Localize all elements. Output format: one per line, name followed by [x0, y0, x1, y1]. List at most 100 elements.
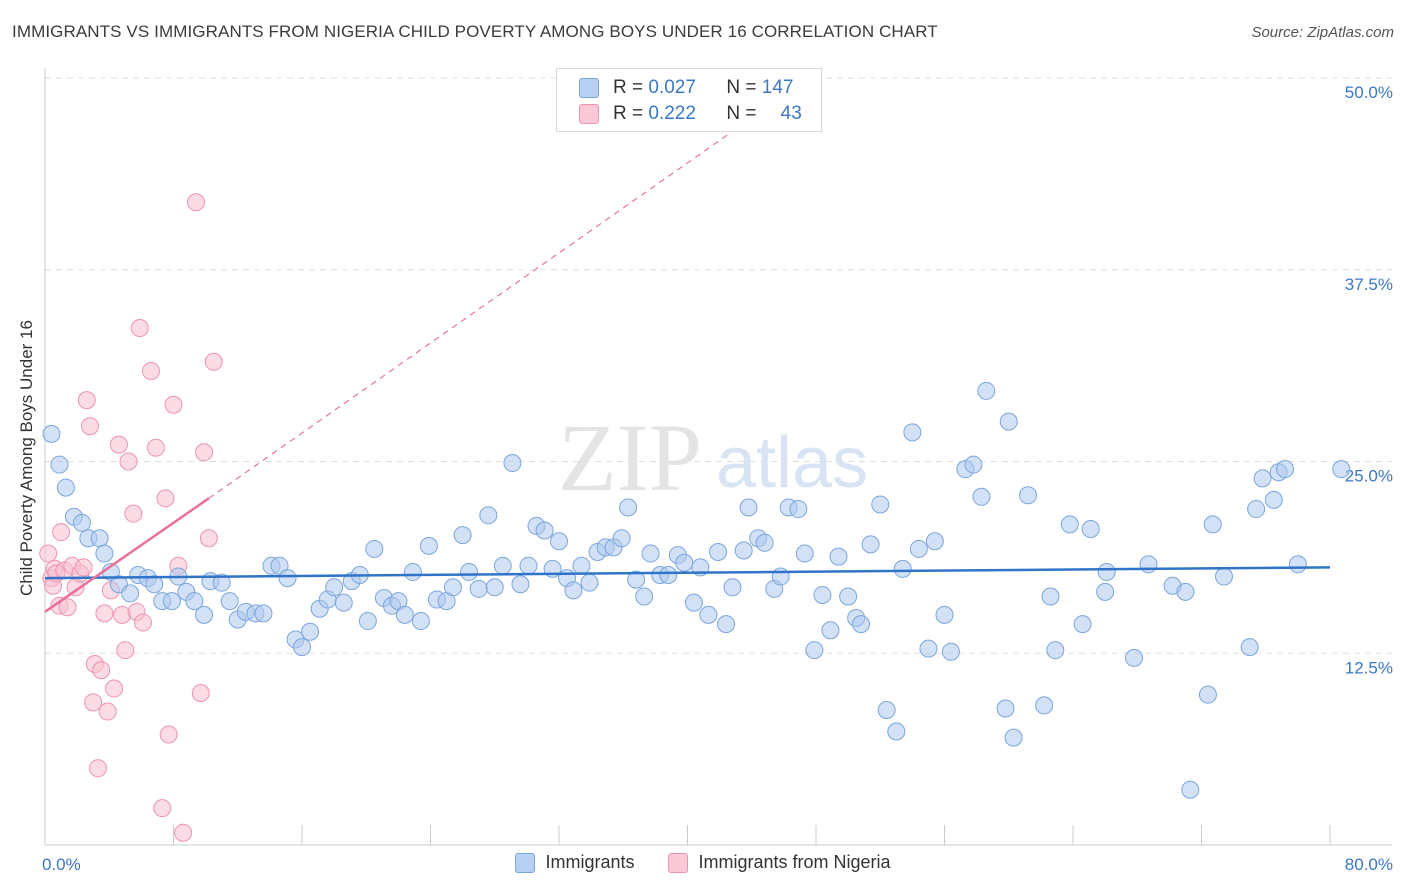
immigrants-point	[1264, 490, 1283, 509]
nigeria-point	[195, 443, 214, 462]
immigrants-point	[503, 454, 522, 473]
immigrants-point	[212, 573, 231, 592]
legend-entry-immigrants[interactable]: Immigrants	[515, 852, 634, 873]
immigrants-point	[550, 532, 568, 551]
nigeria-point	[164, 395, 183, 414]
source-label: Source: ZipAtlas.com	[1251, 24, 1394, 41]
nigeria-point	[95, 604, 114, 623]
immigrants-point	[511, 575, 530, 594]
immigrants-point	[821, 621, 840, 640]
immigrants-point	[1181, 780, 1200, 799]
nigeria-point	[191, 684, 210, 703]
immigrants-point	[641, 544, 660, 563]
nigeria-point	[105, 679, 124, 698]
nigeria-point	[84, 693, 103, 712]
nigeria-point	[146, 438, 165, 457]
immigrants-point	[469, 579, 488, 598]
immigrants-point	[185, 592, 204, 611]
immigrants-point	[877, 701, 896, 720]
immigrants-point	[121, 584, 140, 603]
immigrants-point	[453, 526, 472, 545]
immigrants-point	[1203, 515, 1222, 534]
immigrants-point	[1276, 460, 1295, 479]
y-tick-label: 37.5%	[1345, 275, 1393, 294]
immigrants-n-value: 147	[761, 77, 794, 98]
immigrants-point	[564, 581, 583, 600]
immigrants-point	[1004, 728, 1023, 747]
nigeria-point	[80, 417, 99, 436]
immigrants-point	[358, 612, 377, 631]
immigrants-point	[893, 559, 912, 578]
immigrants-point	[419, 536, 438, 555]
immigrants-point	[572, 556, 591, 575]
immigrants-point	[535, 521, 554, 540]
nigeria-point	[119, 452, 138, 471]
immigrants-point	[1214, 567, 1233, 586]
immigrants-point	[195, 605, 214, 624]
immigrants-point	[919, 639, 938, 658]
nigeria-point	[74, 558, 93, 577]
immigrants-point	[485, 578, 504, 597]
chart-title: IMMIGRANTS VS IMMIGRANTS FROM NIGERIA CH…	[12, 22, 938, 41]
immigrants-trend-line	[44, 566, 1331, 580]
immigrants-point	[220, 592, 239, 611]
immigrants-point	[717, 615, 736, 634]
immigrants-point	[999, 412, 1018, 431]
immigrants-r-value: 0.027	[648, 77, 696, 98]
immigrants-point	[395, 605, 414, 624]
nigeria-point	[89, 759, 108, 778]
immigrants-point	[278, 569, 297, 588]
nigeria-point	[77, 391, 96, 410]
immigrants-point	[90, 529, 109, 548]
immigrants-point	[805, 641, 824, 660]
immigrants-point	[839, 587, 858, 606]
immigrants-point	[709, 543, 728, 562]
immigrants-point	[734, 541, 753, 560]
y-tick-label: 50.0%	[1345, 83, 1393, 102]
immigrants-point	[1288, 555, 1307, 574]
nigeria-point	[156, 489, 175, 508]
immigrants-point	[755, 533, 774, 552]
nigeria-legend-swatch	[668, 852, 689, 873]
immigrants-point	[95, 544, 114, 563]
immigrants-point	[403, 562, 422, 581]
immigrants-swatch	[579, 78, 599, 98]
axis-layer: 12.5% 25.0% 37.5% 50.0% 0.0% 80.0%	[42, 68, 1393, 874]
nigeria-point	[109, 435, 128, 454]
nigeria-point	[98, 702, 117, 721]
nigeria-point	[52, 523, 71, 542]
immigrants-point	[619, 498, 638, 517]
immigrants-point	[789, 500, 808, 519]
immigrants-point	[909, 539, 928, 558]
immigrants-point	[1019, 486, 1038, 505]
immigrants-point	[1253, 469, 1272, 488]
immigrants-point	[1332, 460, 1351, 479]
immigrants-point	[684, 593, 703, 612]
immigrants-point	[829, 547, 848, 566]
y-axis-title: Child Poverty Among Boys Under 16	[17, 320, 36, 596]
immigrants-point	[871, 495, 890, 514]
nigeria-point	[133, 613, 152, 632]
x-tick-label: 80.0%	[1345, 855, 1393, 874]
trend-lines	[44, 134, 1331, 613]
immigrants-point	[739, 498, 758, 517]
legend-label-immigrants: Immigrants	[545, 852, 635, 872]
y-tick-label: 12.5%	[1345, 658, 1393, 677]
nigeria-points	[39, 193, 223, 842]
nigeria-point	[130, 319, 149, 338]
legend-entry-nigeria[interactable]: Immigrants from Nigeria	[668, 852, 891, 873]
r-label: R =	[613, 77, 644, 98]
immigrants-point	[1046, 641, 1065, 660]
immigrants-point	[1247, 500, 1266, 519]
immigrants-point	[659, 566, 678, 585]
nigeria-point	[58, 598, 77, 617]
immigrants-point	[519, 556, 538, 575]
nigeria-trend-line	[44, 497, 210, 613]
immigrants-legend-swatch	[515, 852, 536, 873]
legend-label-nigeria: Immigrants from Nigeria	[698, 852, 891, 872]
immigrants-point	[1176, 582, 1195, 601]
nigeria-point	[186, 193, 205, 212]
correlation-legend: R = 0.027 N = 147 R = 0.222 N = 43	[556, 68, 822, 132]
nigeria-n-value: 43	[780, 103, 802, 124]
immigrants-point	[977, 381, 996, 400]
